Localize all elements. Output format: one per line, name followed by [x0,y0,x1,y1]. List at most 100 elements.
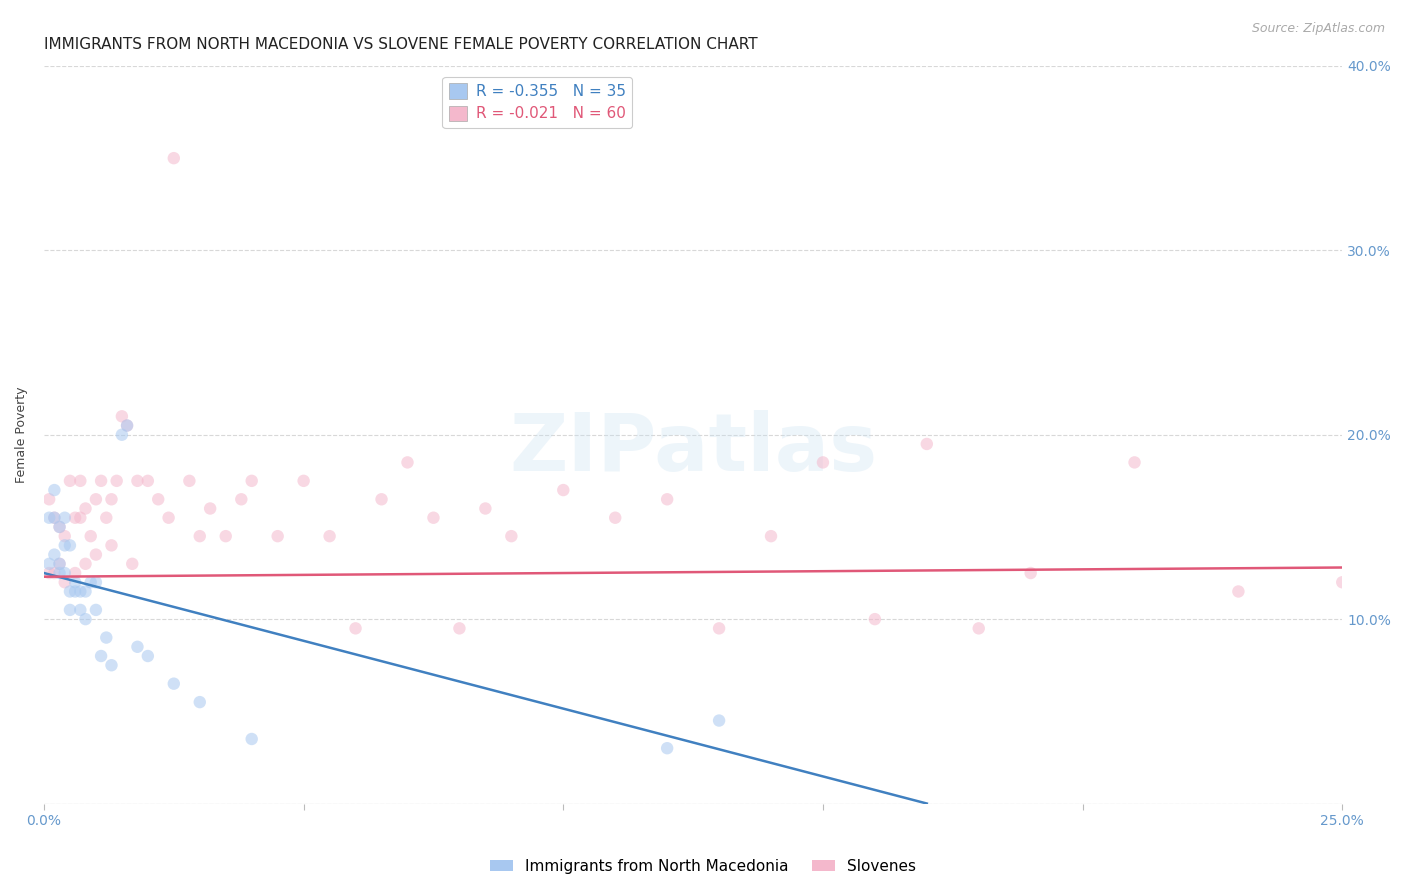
Point [38,492,60,507]
Point [44,483,66,497]
Legend: Immigrants from North Macedonia, Slovenes: Immigrants from North Macedonia, Slovene… [484,853,922,880]
Point [553,483,575,497]
Point [59,603,82,617]
Point [53,529,76,543]
Point [231,492,253,507]
Point [53,538,76,552]
Legend: R = -0.355   N = 35, R = -0.021   N = 60: R = -0.355 N = 35, R = -0.021 N = 60 [443,78,633,128]
Point [292,474,315,488]
Point [59,538,82,552]
Point [48,566,70,580]
Point [53,575,76,590]
Point [75,584,97,599]
Point [344,621,367,635]
Point [115,418,138,433]
Point [136,474,159,488]
Point [69,603,91,617]
Point [38,566,60,580]
Point [105,474,128,488]
Point [863,612,886,626]
Point [811,455,834,469]
Point [75,501,97,516]
Point [80,529,103,543]
Point [396,455,419,469]
Point [63,584,86,599]
Point [148,492,170,507]
Point [422,510,444,524]
Point [96,631,118,645]
Point [1331,575,1354,590]
Point [707,714,730,728]
Point [370,492,392,507]
Point [188,695,211,709]
Point [90,648,112,663]
Point [657,492,679,507]
Point [1227,584,1250,599]
Point [38,557,60,571]
Point [657,741,679,756]
Point [127,474,149,488]
Point [63,575,86,590]
Point [188,529,211,543]
Point [318,529,340,543]
Point [127,640,149,654]
Point [69,584,91,599]
Point [84,575,107,590]
Point [111,427,134,442]
Point [240,474,263,488]
Point [59,584,82,599]
Y-axis label: Female Poverty: Female Poverty [15,386,28,483]
Point [1019,566,1042,580]
Point [84,548,107,562]
Point [136,648,159,663]
Point [84,492,107,507]
Point [48,520,70,534]
Point [474,501,496,516]
Point [44,566,66,580]
Point [240,731,263,746]
Point [48,557,70,571]
Point [605,510,627,524]
Point [48,557,70,571]
Point [44,548,66,562]
Point [44,510,66,524]
Point [198,501,221,516]
Point [759,529,782,543]
Point [63,510,86,524]
Point [100,658,122,673]
Point [90,474,112,488]
Point [111,409,134,424]
Text: Source: ZipAtlas.com: Source: ZipAtlas.com [1251,22,1385,36]
Point [84,603,107,617]
Point [967,621,990,635]
Point [53,566,76,580]
Point [163,151,186,165]
Point [157,510,180,524]
Point [96,510,118,524]
Point [63,566,86,580]
Point [48,520,70,534]
Point [121,557,143,571]
Point [75,612,97,626]
Text: IMMIGRANTS FROM NORTH MACEDONIA VS SLOVENE FEMALE POVERTY CORRELATION CHART: IMMIGRANTS FROM NORTH MACEDONIA VS SLOVE… [44,37,758,53]
Point [215,529,238,543]
Point [115,418,138,433]
Point [53,510,76,524]
Point [38,510,60,524]
Point [501,529,523,543]
Text: ZIPatlas: ZIPatlas [509,410,877,489]
Point [163,676,186,690]
Point [1123,455,1146,469]
Point [100,538,122,552]
Point [449,621,471,635]
Point [915,437,938,451]
Point [69,474,91,488]
Point [80,575,103,590]
Point [44,510,66,524]
Point [69,510,91,524]
Point [707,621,730,635]
Point [179,474,201,488]
Point [75,557,97,571]
Point [266,529,288,543]
Point [100,492,122,507]
